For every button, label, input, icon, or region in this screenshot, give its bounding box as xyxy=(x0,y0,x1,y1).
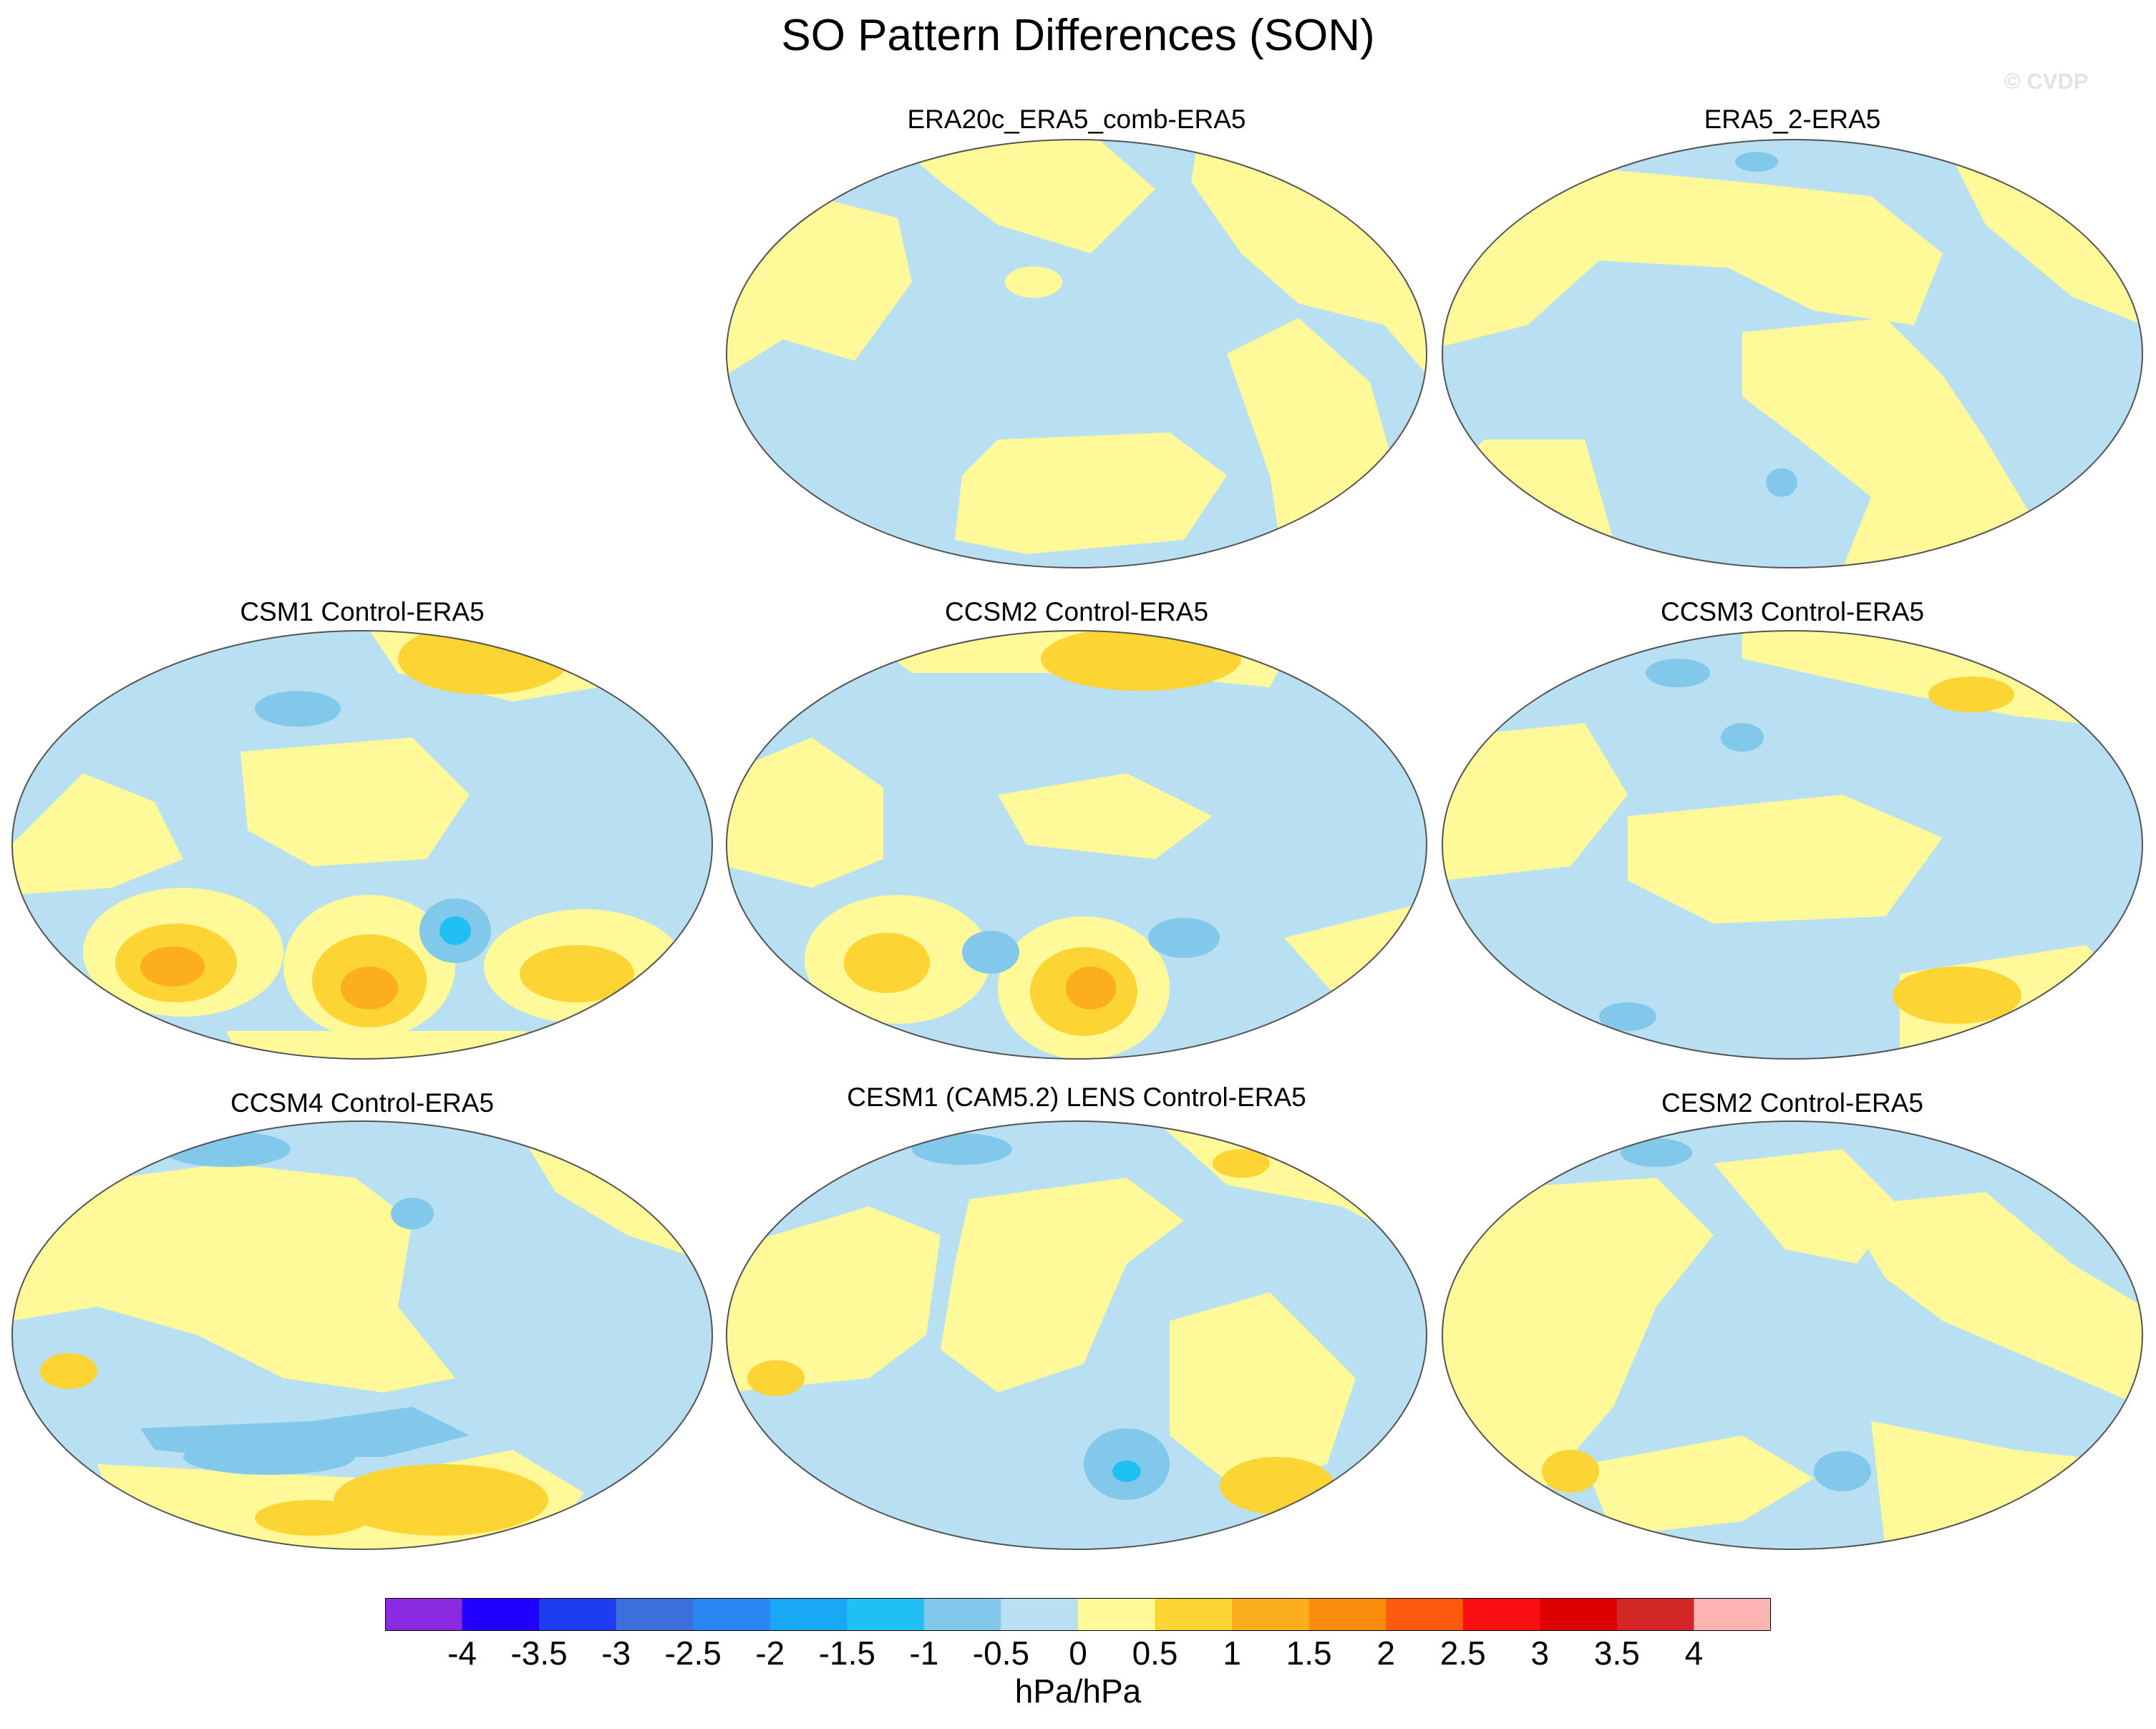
colorbar-tick-label: -3 xyxy=(601,1634,631,1672)
colorbar-segment xyxy=(385,1598,463,1631)
map-panel-3 xyxy=(11,630,713,1060)
map-panel-4 xyxy=(726,630,1427,1060)
colorbar-segment xyxy=(1616,1598,1694,1631)
panel-title-4: CCSM2 Control-ERA5 xyxy=(944,597,1209,626)
colorbar-segment xyxy=(539,1598,617,1631)
map-panel-6 xyxy=(11,1120,713,1550)
colorbar-tick-label: 2.5 xyxy=(1439,1634,1486,1672)
colorbar-segment xyxy=(1001,1598,1079,1631)
map-panel-5 xyxy=(1442,630,2143,1060)
map-panel-2 xyxy=(1442,139,2143,568)
map-panel-8 xyxy=(1442,1120,2143,1550)
map-panel-1 xyxy=(726,139,1427,568)
colorbar-segment xyxy=(847,1598,925,1631)
colorbar-tick-label: -1.5 xyxy=(818,1634,875,1672)
colorbar-segment xyxy=(1694,1598,1771,1631)
colorbar-tick-label: 0.5 xyxy=(1132,1634,1178,1672)
colorbar-tick-label: 3.5 xyxy=(1593,1634,1640,1672)
colorbar-tick-label: -1 xyxy=(909,1634,939,1672)
colorbar-segment xyxy=(1462,1598,1540,1631)
panel-title-6: CCSM4 Control-ERA5 xyxy=(230,1088,495,1118)
colorbar-tick-label: 3 xyxy=(1530,1634,1550,1672)
colorbar-segment xyxy=(1386,1598,1464,1631)
colorbar-segment xyxy=(693,1598,771,1631)
colorbar-tick-label: -2.5 xyxy=(664,1634,722,1672)
panel-title-5: CCSM3 Control-ERA5 xyxy=(1660,597,1925,626)
colorbar-segment xyxy=(923,1598,1001,1631)
panel-title-8: CESM2 Control-ERA5 xyxy=(1661,1088,1923,1118)
colorbar-tick-label: 1 xyxy=(1223,1634,1241,1672)
colorbar-tick-label: 1.5 xyxy=(1286,1634,1332,1672)
colorbar xyxy=(385,1598,1771,1631)
colorbar-segment xyxy=(1232,1598,1310,1631)
colorbar-segment xyxy=(616,1598,694,1631)
panel-title-2: ERA5_2-ERA5 xyxy=(1704,105,1881,134)
colorbar-segment xyxy=(1540,1598,1618,1631)
colorbar-tick-label: -3.5 xyxy=(510,1634,568,1672)
colorbar-tick-label: -0.5 xyxy=(972,1634,1030,1672)
panel-title-1: ERA20c_ERA5_comb-ERA5 xyxy=(907,105,1246,134)
colorbar-segment xyxy=(1155,1598,1233,1631)
panel-title-7: CESM1 (CAM5.2) LENS Control-ERA5 xyxy=(847,1083,1306,1112)
colorbar-segment xyxy=(1308,1598,1387,1631)
colorbar-tick-label: -4 xyxy=(447,1634,477,1672)
watermark: © CVDP xyxy=(2004,69,2089,94)
map-panel-7 xyxy=(726,1120,1427,1550)
colorbar-segment xyxy=(1078,1598,1156,1631)
colorbar-tick-label: 0 xyxy=(1069,1634,1087,1672)
colorbar-tick-label: 2 xyxy=(1376,1634,1396,1672)
colorbar-segment xyxy=(769,1598,848,1631)
colorbar-segment xyxy=(462,1598,540,1631)
figure-title: SO Pattern Differences (SON) xyxy=(781,11,1375,60)
panel-title-3: CSM1 Control-ERA5 xyxy=(240,597,485,626)
colorbar-units: hPa/hPa xyxy=(1014,1672,1142,1710)
colorbar-tick-label: -2 xyxy=(755,1634,785,1672)
colorbar-tick-label: 4 xyxy=(1684,1634,1704,1672)
colorbar-frame xyxy=(385,1598,1771,1631)
